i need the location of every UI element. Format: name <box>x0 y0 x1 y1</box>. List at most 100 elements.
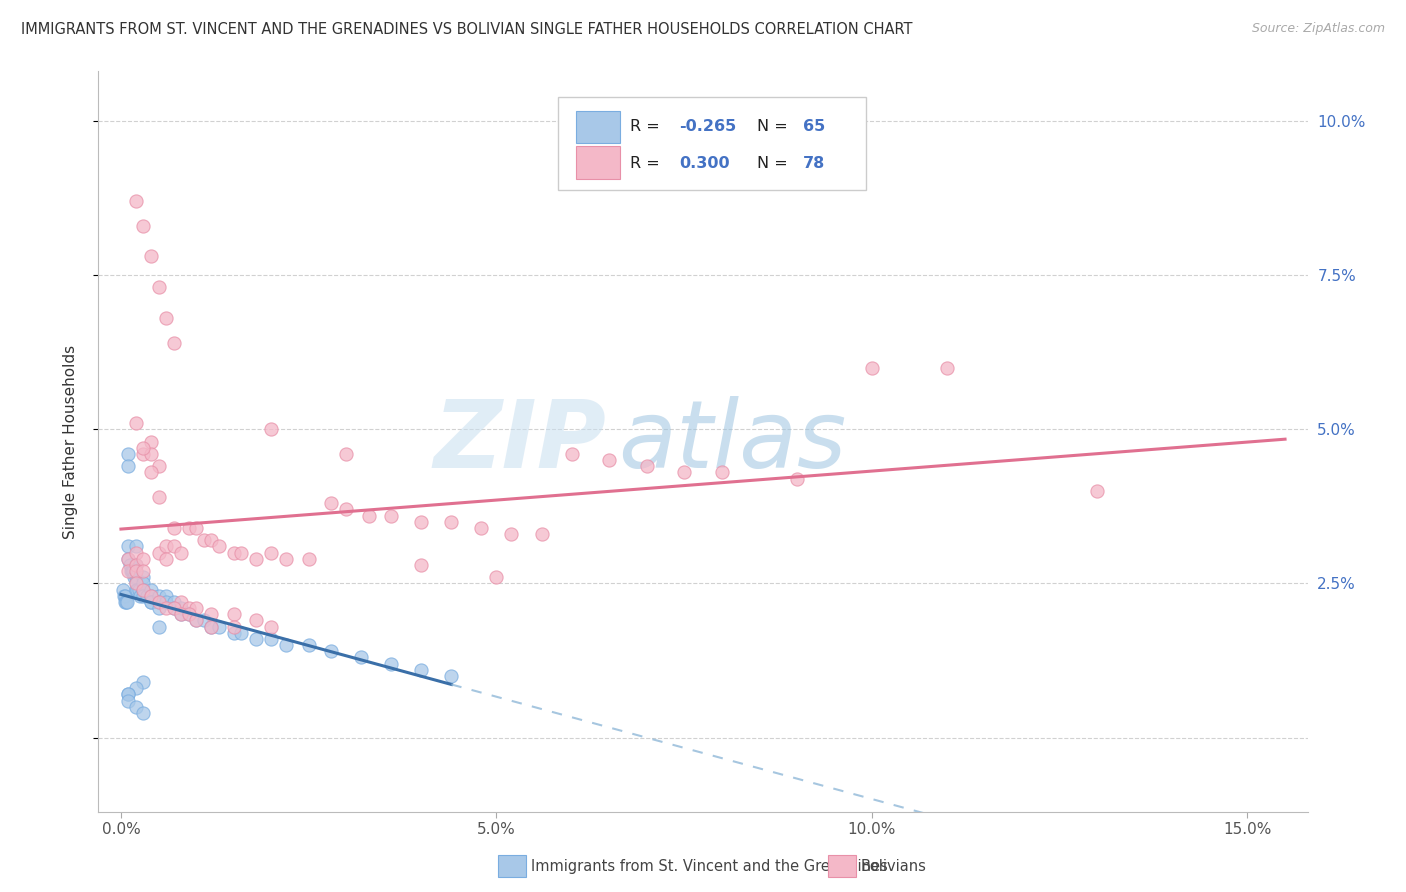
Point <box>122 564 145 578</box>
Point <box>200 619 222 633</box>
Point <box>260 546 283 560</box>
Point <box>260 422 283 436</box>
Point <box>177 607 200 622</box>
Text: atlas: atlas <box>619 396 846 487</box>
Point <box>501 527 523 541</box>
Point <box>411 663 433 677</box>
Point <box>440 669 463 683</box>
Text: IMMIGRANTS FROM ST. VINCENT AND THE GRENADINES VS BOLIVIAN SINGLE FATHER HOUSEHO: IMMIGRANTS FROM ST. VINCENT AND THE GREN… <box>21 22 912 37</box>
Point <box>148 595 170 609</box>
FancyBboxPatch shape <box>576 111 620 144</box>
Point <box>132 582 155 597</box>
Point <box>245 551 267 566</box>
Point <box>184 614 207 628</box>
Point <box>162 521 184 535</box>
Point <box>860 360 883 375</box>
Point <box>132 582 155 597</box>
Point <box>125 576 148 591</box>
Point <box>222 546 245 560</box>
Point <box>125 546 148 560</box>
Text: 78: 78 <box>803 156 825 171</box>
Point <box>117 540 139 554</box>
Point <box>125 564 148 578</box>
Text: R =: R = <box>630 120 665 135</box>
Point <box>139 595 162 609</box>
Point <box>245 632 267 646</box>
Point <box>124 570 146 584</box>
Point <box>170 546 193 560</box>
Point <box>229 546 252 560</box>
Point <box>222 625 245 640</box>
Point <box>177 601 200 615</box>
Point <box>530 527 553 541</box>
Point <box>125 582 148 597</box>
Point <box>170 601 193 615</box>
Point <box>148 546 170 560</box>
Point <box>127 582 149 597</box>
Point <box>177 607 200 622</box>
Point <box>128 582 150 597</box>
Point <box>276 551 298 566</box>
Point <box>117 564 139 578</box>
Point <box>193 533 215 548</box>
FancyBboxPatch shape <box>558 97 866 190</box>
Point <box>117 551 139 566</box>
Text: Immigrants from St. Vincent and the Grenadines: Immigrants from St. Vincent and the Gren… <box>531 859 889 873</box>
Point <box>207 540 229 554</box>
Point <box>440 515 463 529</box>
Point <box>229 625 252 640</box>
Point <box>125 570 148 584</box>
Point <box>125 194 148 208</box>
Point <box>139 447 162 461</box>
Point <box>193 614 215 628</box>
Point <box>470 521 492 535</box>
Point <box>148 601 170 615</box>
Point <box>148 595 170 609</box>
Point <box>245 614 267 628</box>
Point <box>222 619 245 633</box>
Point <box>200 619 222 633</box>
Point <box>350 650 373 665</box>
Point <box>125 699 148 714</box>
Point <box>162 540 184 554</box>
Point <box>117 459 139 474</box>
Point <box>200 533 222 548</box>
Point <box>200 607 222 622</box>
Point <box>598 453 620 467</box>
Point <box>380 657 402 671</box>
Point <box>132 441 155 455</box>
Point <box>139 589 162 603</box>
Point <box>132 219 155 233</box>
Point <box>112 589 135 603</box>
Point <box>132 589 155 603</box>
Point <box>177 521 200 535</box>
Point <box>139 466 162 480</box>
Point <box>260 632 283 646</box>
Point <box>132 551 155 566</box>
Point <box>162 601 184 615</box>
Point <box>148 589 170 603</box>
Point <box>125 558 148 572</box>
Point <box>148 619 170 633</box>
Point <box>155 540 177 554</box>
Point <box>321 496 343 510</box>
Point <box>118 558 141 572</box>
Point <box>139 434 162 449</box>
Point <box>207 619 229 633</box>
Point <box>132 576 155 591</box>
Point <box>298 551 321 566</box>
Text: Source: ZipAtlas.com: Source: ZipAtlas.com <box>1251 22 1385 36</box>
Point <box>411 558 433 572</box>
Point <box>117 447 139 461</box>
Point <box>128 589 150 603</box>
Point <box>485 570 508 584</box>
Point <box>184 614 207 628</box>
Point <box>561 447 583 461</box>
Point <box>125 416 148 430</box>
Point <box>132 570 155 584</box>
Point <box>155 311 177 326</box>
Point <box>114 589 136 603</box>
Point <box>276 638 298 652</box>
Text: -0.265: -0.265 <box>679 120 737 135</box>
Point <box>132 447 155 461</box>
